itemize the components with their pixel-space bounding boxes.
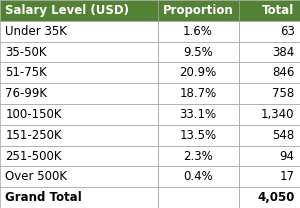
Text: Total: Total [262,4,295,17]
Text: 846: 846 [272,66,295,79]
Text: 35-50K: 35-50K [5,46,47,58]
Bar [158,104,238,125]
Text: 548: 548 [272,129,295,142]
Bar [158,125,238,146]
Bar [0,104,158,125]
Text: 2.3%: 2.3% [183,150,213,162]
Bar [238,187,300,208]
Bar [0,62,158,83]
Bar [158,21,238,42]
Bar [158,83,238,104]
Bar [238,21,300,42]
Text: 20.9%: 20.9% [179,66,217,79]
Bar [0,166,158,187]
Text: Grand Total: Grand Total [5,191,82,204]
Bar [238,146,300,166]
Bar [238,83,300,104]
Text: 100-150K: 100-150K [5,108,62,121]
Text: 17: 17 [280,170,295,183]
Bar [0,21,158,42]
Bar [0,125,158,146]
Bar [0,0,158,21]
Text: Salary Level (USD): Salary Level (USD) [5,4,129,17]
Text: Under 35K: Under 35K [5,25,67,38]
Bar [158,146,238,166]
Bar [238,62,300,83]
Bar [158,166,238,187]
Bar [238,0,300,21]
Bar [238,42,300,62]
Text: 18.7%: 18.7% [179,87,217,100]
Bar [158,42,238,62]
Text: 758: 758 [272,87,295,100]
Bar [238,166,300,187]
Bar [0,146,158,166]
Bar [0,42,158,62]
Bar [238,125,300,146]
Text: 1.6%: 1.6% [183,25,213,38]
Text: 13.5%: 13.5% [179,129,217,142]
Text: 94: 94 [280,150,295,162]
Text: 51-75K: 51-75K [5,66,47,79]
Bar [158,62,238,83]
Text: 4,050: 4,050 [257,191,295,204]
Bar [0,187,158,208]
Text: 63: 63 [280,25,295,38]
Text: Over 500K: Over 500K [5,170,68,183]
Text: 33.1%: 33.1% [179,108,217,121]
Bar [158,0,238,21]
Text: 251-500K: 251-500K [5,150,62,162]
Text: 76-99K: 76-99K [5,87,47,100]
Text: Proportion: Proportion [163,4,233,17]
Bar [158,187,238,208]
Text: 151-250K: 151-250K [5,129,62,142]
Text: 9.5%: 9.5% [183,46,213,58]
Text: 1,340: 1,340 [261,108,295,121]
Bar [238,104,300,125]
Text: 0.4%: 0.4% [183,170,213,183]
Text: 384: 384 [272,46,295,58]
Bar [0,83,158,104]
